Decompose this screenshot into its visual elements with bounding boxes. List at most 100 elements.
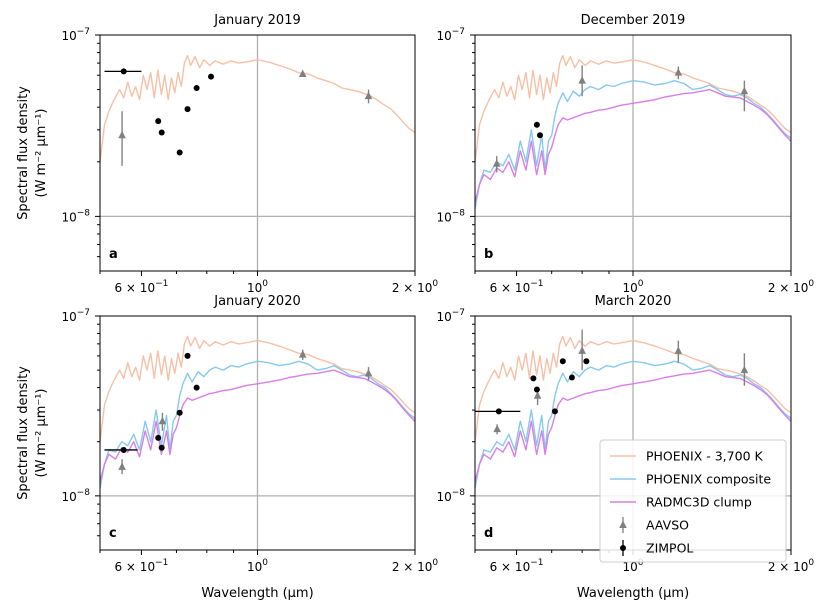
- legend: PHOENIX - 3,700 K PHOENIX composite RADMC3…: [599, 439, 787, 563]
- zimpol-point: [530, 375, 537, 382]
- aavso-point: [533, 391, 542, 399]
- legend-swatch: [620, 545, 626, 551]
- aavso-point: [364, 91, 373, 100]
- zimpol-point: [495, 408, 502, 415]
- legend-item: RADMC3D clump: [610, 495, 752, 510]
- zimpol-point: [559, 358, 566, 365]
- series-phoenix: [100, 54, 415, 162]
- zimpol-point: [551, 408, 558, 415]
- y-tick-label: 10−7: [436, 27, 465, 43]
- x-tick-label: 2 × 100: [392, 279, 439, 295]
- aavso-point: [118, 462, 126, 470]
- legend-item: PHOENIX - 3,700 K: [610, 449, 763, 464]
- zimpol-point: [583, 358, 590, 365]
- zimpol-point: [193, 384, 200, 391]
- aavso-point: [674, 346, 683, 354]
- x-tick-label: 100: [247, 279, 268, 295]
- legend-item: PHOENIX composite: [610, 472, 771, 487]
- panel-letter: d: [484, 526, 493, 541]
- x-tick-label: 6 × 10−1: [490, 279, 544, 295]
- x-axis-label: Wavelength (μm): [577, 586, 689, 601]
- legend-swatch: [619, 520, 627, 528]
- x-tick-label: 100: [622, 279, 643, 295]
- aavso-point: [493, 424, 501, 433]
- zimpol-point: [537, 132, 544, 139]
- zimpol-point: [155, 434, 162, 441]
- panel-b: 6 × 10−1 100 2 × 100 10−7 10−8 December 2019 b: [436, 13, 814, 295]
- x-tick-label: 2 × 100: [392, 558, 439, 574]
- zimpol-point: [158, 444, 165, 451]
- panel-title: March 2020: [595, 294, 672, 309]
- y-tick-label: 10−7: [61, 27, 90, 43]
- zimpol-point: [120, 68, 127, 75]
- legend-label: ZIMPOL: [646, 541, 693, 556]
- series-phoenix: [100, 335, 415, 442]
- legend-item: AAVSO: [619, 517, 689, 533]
- series-group: [100, 54, 415, 162]
- x-tick-label: 6 × 10−1: [114, 279, 168, 295]
- legend-label: AAVSO: [646, 518, 689, 533]
- x-tick-label: 100: [247, 558, 268, 574]
- series-composite: [100, 360, 415, 489]
- legend-label: RADMC3D clump: [646, 495, 752, 510]
- panel-d: 6 × 10−1 100 2 × 100 10−7 10−8 March 2020 d Wav…: [436, 294, 814, 601]
- series-group: [475, 54, 791, 210]
- zimpol-point: [155, 118, 162, 125]
- y-axis-label-units: (W m⁻² μm⁻¹): [34, 388, 49, 477]
- series-radmc: [475, 88, 791, 203]
- panel-title: January 2020: [213, 294, 301, 309]
- zimpol-point: [568, 374, 575, 381]
- legend-box: [599, 439, 787, 563]
- series-phoenix: [475, 335, 791, 442]
- series-phoenix: [475, 54, 791, 162]
- y-axis-label: Spectral flux density: [16, 86, 31, 220]
- y-axis-label: Spectral flux density: [16, 366, 31, 500]
- aavso-point: [578, 76, 586, 84]
- series-group: [475, 335, 791, 489]
- x-tick-label: 100: [622, 558, 643, 574]
- panel-title: January 2019: [213, 13, 301, 28]
- panel-a: 6 × 10−1 100 2 × 100 10−7 10−8 January 2019 a S…: [16, 13, 438, 295]
- zimpol-point: [533, 386, 540, 393]
- legend-label: PHOENIX - 3,700 K: [646, 449, 763, 464]
- legend-label: PHOENIX composite: [646, 472, 771, 487]
- y-tick-label: 10−8: [61, 488, 90, 504]
- aavso-point: [298, 69, 307, 77]
- x-tick-label: 2 × 100: [768, 279, 815, 295]
- zimpol-point: [193, 85, 200, 92]
- aavso-point: [740, 365, 749, 374]
- y-tick-label: 10−8: [61, 208, 90, 224]
- x-axis-label: Wavelength (μm): [201, 586, 313, 601]
- zimpol-point: [120, 446, 127, 453]
- aavso-point: [578, 346, 586, 354]
- zimpol-point: [176, 149, 183, 156]
- y-axis-label-units: (W m⁻² μm⁻¹): [34, 108, 49, 197]
- y-tick-label: 10−8: [436, 208, 465, 224]
- zimpol-point: [533, 121, 540, 128]
- x-tick-label: 2 × 100: [768, 558, 815, 574]
- panel-letter: b: [484, 247, 493, 262]
- x-tick-label: 6 × 10−1: [490, 558, 544, 574]
- zimpol-point: [184, 106, 191, 113]
- series-composite: [475, 79, 791, 210]
- y-tick-label: 10−8: [436, 488, 465, 504]
- aavso-point: [492, 159, 501, 167]
- panel-letter: a: [109, 247, 118, 262]
- y-tick-label: 10−7: [436, 308, 465, 324]
- aavso-point: [364, 368, 373, 377]
- aavso-point: [118, 130, 126, 139]
- aavso-point: [298, 350, 307, 358]
- panel-title: December 2019: [581, 13, 686, 28]
- panel-letter: c: [109, 526, 117, 541]
- y-tick-label: 10−7: [61, 308, 90, 324]
- zimpol-point: [158, 129, 165, 136]
- aavso-point: [674, 68, 683, 76]
- series-radmc: [100, 369, 415, 482]
- legend-item: ZIMPOL: [620, 540, 693, 556]
- zimpol-point: [176, 409, 183, 416]
- series-composite: [475, 360, 791, 489]
- series-radmc: [475, 369, 791, 482]
- series-group: [100, 335, 415, 489]
- aavso-point: [158, 416, 167, 425]
